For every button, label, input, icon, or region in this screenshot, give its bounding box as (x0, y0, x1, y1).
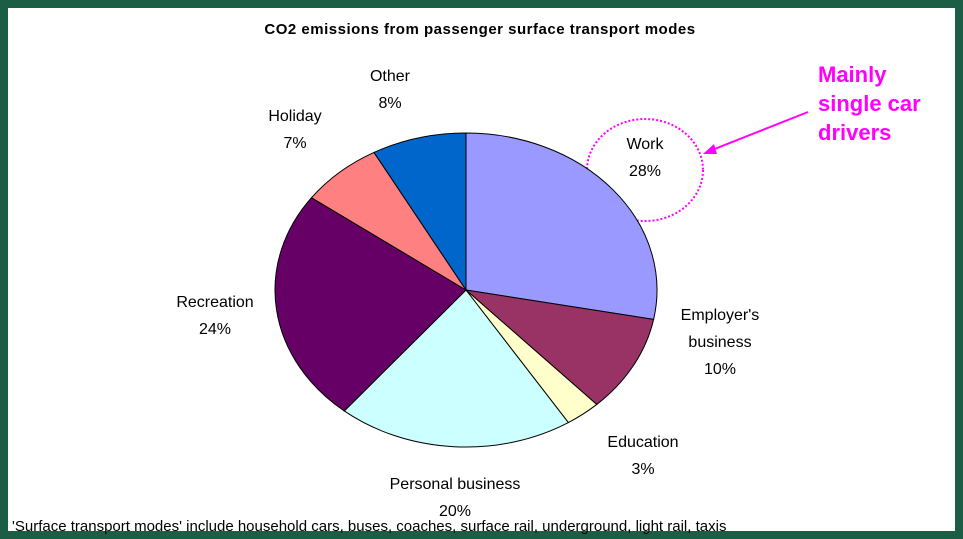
pie-slice (274, 197, 467, 412)
slice-value-label: 24% (199, 321, 231, 338)
slice-label: Other (370, 68, 411, 85)
pie-slice (343, 289, 570, 448)
pie-slice (373, 132, 467, 292)
slice-label: Work (626, 136, 664, 153)
chart-title: CO2 emissions from passenger surface tra… (264, 21, 695, 38)
slice-value-label: 8% (378, 95, 401, 112)
pie-slice (465, 132, 658, 320)
annotation: Mainly (818, 62, 887, 87)
slice-value-label: 28% (629, 163, 661, 180)
slice-label-line: Recreation (176, 294, 253, 311)
arrow (711, 111, 809, 151)
slice-value-label: 3% (631, 461, 654, 478)
arrow-head (703, 144, 717, 154)
slice-label-line: Personal business (390, 476, 521, 493)
slice-label: Holiday (268, 108, 321, 125)
slice-label-line: Employer's (681, 307, 760, 324)
footnote: 'Surface transport modes' include househ… (12, 518, 726, 535)
slice-value-label: 10% (704, 361, 736, 378)
slice-label-line: Holiday (268, 108, 321, 125)
slice-label: Recreation (176, 294, 253, 311)
slice-value-label: 7% (283, 135, 306, 152)
slice-label-line: Other (370, 68, 411, 85)
slice-label-line: Education (607, 434, 678, 451)
slice-value-label: 20% (439, 503, 471, 520)
pie-slice (464, 289, 655, 406)
slice-label: Education (607, 434, 678, 451)
slice-label-line: business (688, 334, 751, 351)
slice-label: Personal business (390, 476, 521, 493)
slice-label-line: Work (626, 136, 664, 153)
slice-label: Employer's business (681, 307, 760, 351)
annotation: single car (818, 91, 921, 116)
annotation: drivers (818, 120, 891, 145)
highlight-ellipse (586, 118, 704, 222)
